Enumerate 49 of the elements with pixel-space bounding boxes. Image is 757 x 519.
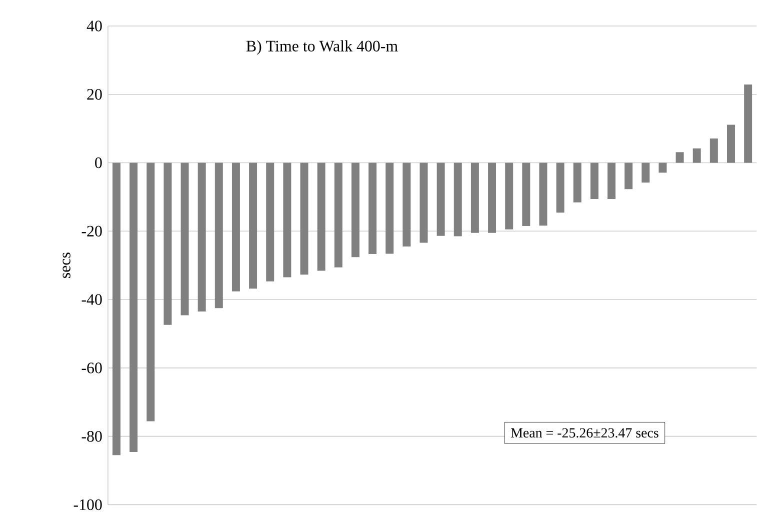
bar <box>470 162 479 233</box>
bar <box>539 162 548 226</box>
bar <box>266 162 274 282</box>
bar <box>214 162 223 308</box>
bar <box>658 162 667 173</box>
bar <box>744 84 752 163</box>
bar <box>454 162 462 236</box>
y-tick-label: 0 <box>95 158 102 168</box>
bar <box>368 162 377 254</box>
y-axis-title: secs <box>62 252 70 278</box>
bar <box>573 162 582 203</box>
bar <box>522 162 530 226</box>
bar <box>420 162 428 243</box>
y-tick-label: -80 <box>82 431 102 442</box>
bar <box>130 162 138 452</box>
bar <box>556 162 564 213</box>
bar <box>692 148 701 163</box>
bar <box>112 162 120 456</box>
bar <box>642 162 650 183</box>
y-tick-label: -60 <box>82 362 102 374</box>
bar <box>164 162 172 325</box>
bar <box>351 162 360 258</box>
bar <box>180 162 189 316</box>
bar <box>232 162 240 292</box>
bar <box>300 162 308 275</box>
bar <box>727 124 735 163</box>
y-tick-label: 20 <box>87 89 102 100</box>
bar <box>676 152 684 163</box>
bar <box>608 162 616 200</box>
y-tick-label: -20 <box>82 226 102 237</box>
bar <box>283 162 292 278</box>
text: B) Time to Walk 400-m <box>246 40 398 55</box>
bar <box>488 162 496 233</box>
annotation: Mean = -25.26±23.47 secs <box>510 428 658 438</box>
bar <box>386 162 394 254</box>
bar <box>317 162 326 271</box>
bar <box>198 162 206 312</box>
bar <box>146 162 155 422</box>
y-tick-label: -100 <box>74 499 102 510</box>
bar <box>505 162 514 230</box>
y-tick-label: -40 <box>82 294 102 306</box>
bar <box>249 162 258 289</box>
bar <box>710 138 718 163</box>
y-tick-label: 40 <box>86 20 102 32</box>
bar <box>624 162 633 190</box>
bar <box>436 162 445 236</box>
bar <box>402 162 411 247</box>
bar <box>334 162 342 268</box>
bar <box>590 162 598 200</box>
